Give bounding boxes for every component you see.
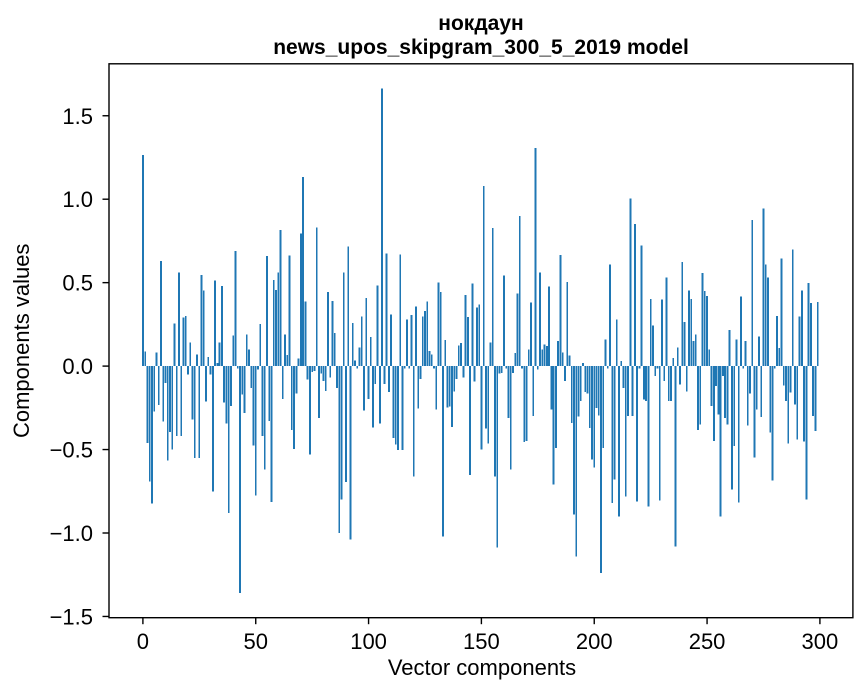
svg-text:0.0: 0.0 <box>62 354 93 379</box>
svg-text:200: 200 <box>576 629 613 654</box>
svg-text:нокдаун: нокдаун <box>438 12 523 35</box>
svg-text:50: 50 <box>243 629 267 654</box>
svg-text:Components values: Components values <box>9 244 34 438</box>
svg-text:−1.0: −1.0 <box>50 521 93 546</box>
svg-text:Vector components: Vector components <box>388 655 576 680</box>
svg-text:1.0: 1.0 <box>62 187 93 212</box>
svg-text:100: 100 <box>350 629 387 654</box>
svg-text:150: 150 <box>463 629 500 654</box>
svg-text:−0.5: −0.5 <box>50 438 93 463</box>
svg-text:−1.5: −1.5 <box>50 604 93 629</box>
svg-text:0: 0 <box>137 629 149 654</box>
svg-text:250: 250 <box>689 629 726 654</box>
svg-text:news_upos_skipgram_300_5_2019: news_upos_skipgram_300_5_2019 model <box>273 36 689 59</box>
svg-text:1.5: 1.5 <box>62 104 93 129</box>
svg-text:300: 300 <box>802 629 839 654</box>
svg-text:0.5: 0.5 <box>62 271 93 296</box>
